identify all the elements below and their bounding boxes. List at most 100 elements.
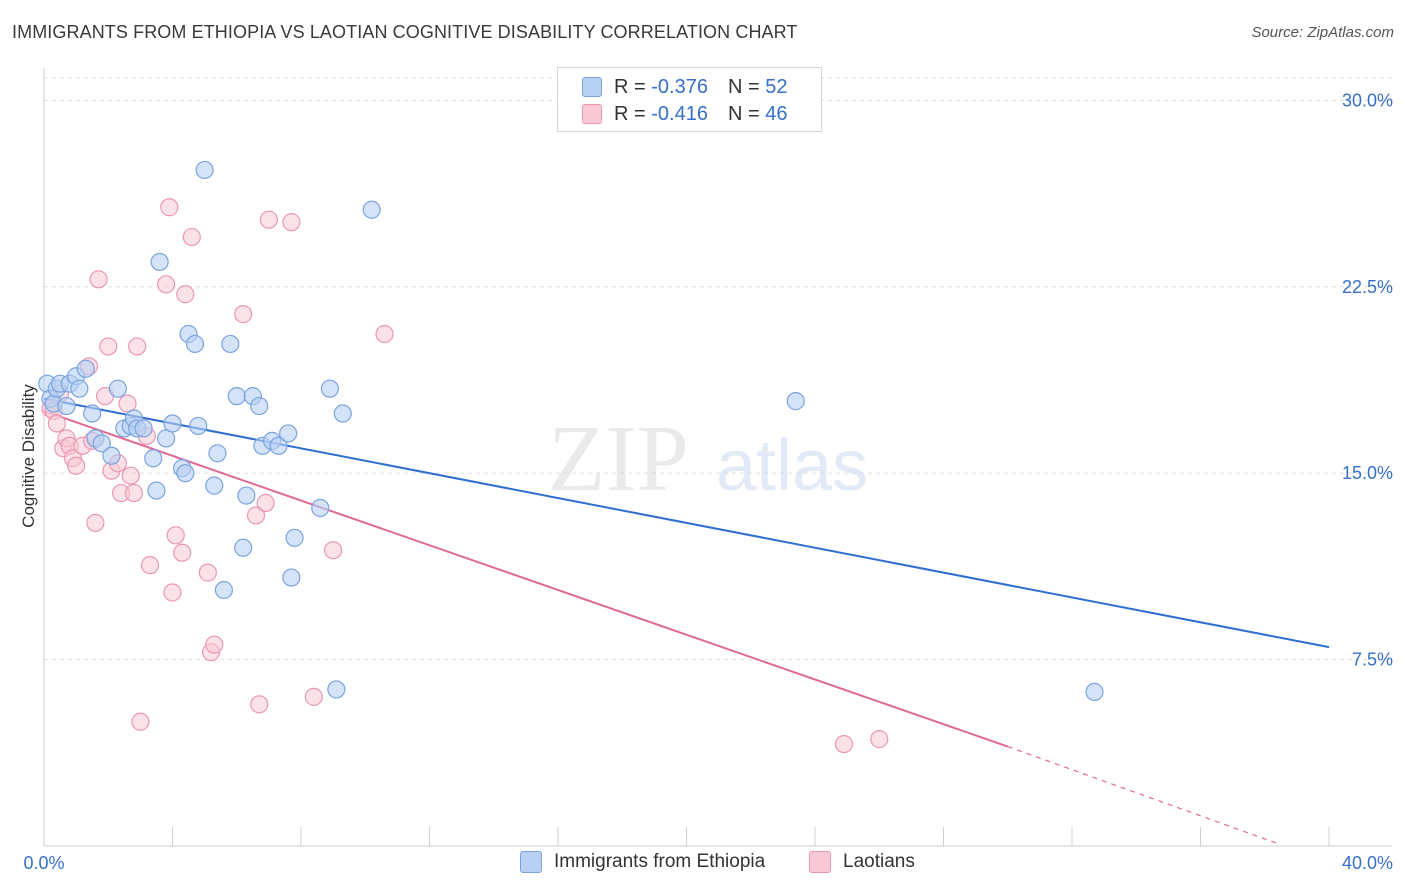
legend-row-blue: R = -0.376 N = 52 bbox=[582, 75, 787, 99]
y-tick-label: 15.0% bbox=[1342, 463, 1393, 483]
laotians-point bbox=[870, 730, 889, 749]
ethiopia-point bbox=[333, 404, 352, 423]
laotians-point bbox=[86, 513, 105, 532]
source-label: Source: ZipAtlas.com bbox=[1251, 24, 1394, 41]
laotians-trend-line bbox=[43, 410, 1009, 748]
ethiopia-point bbox=[311, 498, 330, 518]
legend-pink-n-value: 46 bbox=[765, 102, 788, 125]
ethiopia-point bbox=[327, 680, 346, 699]
laotians-point bbox=[198, 563, 217, 582]
ethiopia-point bbox=[195, 160, 214, 180]
laotians-point bbox=[166, 526, 185, 545]
ethiopia-point bbox=[134, 419, 153, 438]
y-tick-label: 22.5% bbox=[1342, 277, 1393, 297]
x-tick-label-max: 40.0% bbox=[1342, 853, 1393, 873]
laotians-point bbox=[156, 275, 176, 294]
ethiopia-point bbox=[83, 404, 102, 423]
legend-pink-n-label: N = bbox=[727, 102, 766, 125]
laotians-trend-extension bbox=[1007, 746, 1280, 845]
legend-pink-r-label: R = bbox=[614, 102, 652, 125]
laotians-point bbox=[834, 734, 854, 754]
laotians-point bbox=[163, 583, 182, 602]
ethiopia-point bbox=[362, 200, 381, 219]
y-axis-label: Cognitive Disability bbox=[19, 384, 38, 528]
legend-row-pink: R = -0.416 N = 46 bbox=[582, 102, 787, 126]
ethiopia-point bbox=[221, 334, 240, 354]
x-tick-label-min: 0.0% bbox=[23, 853, 64, 873]
ethiopia-point bbox=[227, 387, 246, 406]
ethiopia-point bbox=[76, 359, 95, 378]
series-label-laotians: Laotians bbox=[843, 851, 915, 872]
legend-swatch-pink bbox=[582, 104, 602, 124]
series-legend-ethiopia[interactable]: Immigrants from Ethiopia bbox=[520, 851, 765, 873]
series-swatch-laotians bbox=[809, 851, 831, 873]
laotians-point bbox=[256, 493, 275, 513]
data-points bbox=[38, 160, 1104, 754]
legend-blue-n-label: N = bbox=[727, 75, 766, 98]
ethiopia-point bbox=[234, 538, 253, 557]
y-tick-label: 7.5% bbox=[1352, 650, 1393, 670]
laotians-point bbox=[160, 198, 179, 217]
axes bbox=[43, 68, 1392, 847]
laotians-point bbox=[99, 337, 118, 356]
correlation-legend: R = -0.376 N = 52 R = -0.416 N = 46 bbox=[557, 67, 822, 132]
ethiopia-point bbox=[269, 436, 288, 455]
ethiopia-point bbox=[786, 392, 805, 411]
laotians-point bbox=[128, 337, 147, 356]
laotians-point bbox=[67, 456, 86, 475]
laotians-point bbox=[47, 414, 66, 433]
ethiopia-point bbox=[208, 444, 227, 463]
ethiopia-point bbox=[70, 379, 89, 398]
legend-blue-n-value: 52 bbox=[765, 75, 788, 98]
laotians-point bbox=[140, 556, 160, 575]
watermark-atlas: atlas bbox=[716, 426, 868, 506]
laotians-point bbox=[176, 285, 195, 304]
ethiopia-point bbox=[176, 464, 195, 483]
laotians-point bbox=[259, 210, 278, 229]
series-legend: Immigrants from Ethiopia Laotians bbox=[0, 851, 1406, 879]
tick-labels: 7.5% 15.0% 22.5% 30.0% 0.0% 40.0% bbox=[23, 90, 1393, 873]
laotians-point bbox=[182, 227, 201, 247]
laotians-point bbox=[250, 695, 269, 714]
ethiopia-point bbox=[320, 379, 340, 398]
grid-lines bbox=[44, 77, 1392, 661]
legend-pink-r-value: -0.416 bbox=[651, 102, 708, 125]
laotians-point bbox=[205, 635, 224, 654]
ethiopia-point bbox=[92, 434, 111, 453]
legend-swatch-blue bbox=[582, 77, 602, 97]
ethiopia-point bbox=[108, 379, 127, 398]
laotians-point bbox=[375, 324, 394, 344]
legend-blue-r-value: -0.376 bbox=[651, 75, 708, 98]
laotians-point bbox=[173, 543, 192, 562]
laotians-point bbox=[124, 483, 144, 503]
ethiopia-point bbox=[185, 334, 205, 354]
ethiopia-point bbox=[1085, 682, 1104, 702]
y-tick-label: 30.0% bbox=[1342, 90, 1393, 110]
laotians-point bbox=[234, 305, 253, 324]
ethiopia-point bbox=[189, 416, 208, 436]
ethiopia-point bbox=[57, 396, 76, 416]
laotians-point bbox=[282, 213, 301, 232]
ethiopia-point bbox=[163, 414, 182, 433]
ethiopia-point bbox=[279, 424, 298, 443]
series-legend-laotians[interactable]: Laotians bbox=[809, 851, 915, 873]
laotians-point bbox=[131, 712, 150, 731]
ethiopia-point bbox=[147, 481, 166, 500]
ethiopia-point bbox=[250, 396, 269, 416]
ethiopia-point bbox=[144, 449, 163, 468]
ethiopia-point bbox=[150, 252, 169, 272]
laotians-point bbox=[121, 466, 140, 485]
legend-blue-r-label: R = bbox=[614, 75, 652, 98]
watermark: ZIP atlas bbox=[548, 407, 868, 511]
laotians-point bbox=[304, 687, 323, 706]
series-swatch-ethiopia bbox=[520, 851, 542, 873]
laotians-point bbox=[89, 270, 108, 289]
ethiopia-point bbox=[102, 446, 121, 465]
laotians-point bbox=[324, 541, 343, 560]
ethiopia-point bbox=[285, 528, 304, 547]
series-label-ethiopia: Immigrants from Ethiopia bbox=[554, 851, 766, 872]
ethiopia-point bbox=[282, 568, 301, 587]
ethiopia-point bbox=[237, 486, 256, 505]
laotians-point bbox=[246, 506, 266, 525]
